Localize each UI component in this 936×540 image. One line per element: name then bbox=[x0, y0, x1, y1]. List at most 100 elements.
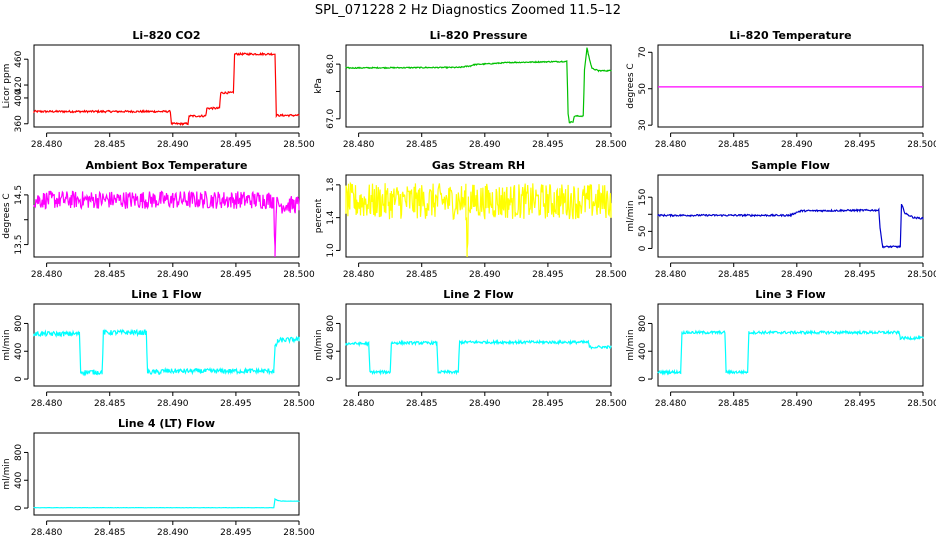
panel-title: Line 1 Flow bbox=[131, 288, 201, 301]
panel-title: Line 3 Flow bbox=[755, 288, 825, 301]
x-tick-label: 28.500 bbox=[595, 399, 627, 409]
panel-2: Li–820 Pressure kPa 28.480 28.485 28.490 28.4… bbox=[314, 29, 627, 150]
x-tick-label: 28.495 bbox=[844, 399, 876, 409]
y-tick-label: 420 bbox=[14, 76, 24, 93]
plot-frame bbox=[33, 174, 300, 258]
y-tick-label: 400 bbox=[14, 471, 24, 488]
x-tick-label: 28.490 bbox=[781, 399, 813, 409]
x-tick-label: 28.480 bbox=[655, 399, 687, 409]
x-tick-label: 28.495 bbox=[220, 528, 252, 538]
x-tick-label: 28.480 bbox=[31, 399, 63, 409]
x-tick-label: 28.485 bbox=[718, 399, 750, 409]
y-tick-label: 67.0 bbox=[326, 109, 336, 129]
plot-frame bbox=[657, 303, 924, 387]
x-tick-label: 28.485 bbox=[406, 399, 438, 409]
y-axis-label: ml/min bbox=[626, 329, 636, 360]
y-tick-label: 150 bbox=[638, 188, 648, 205]
plot-frame bbox=[33, 432, 300, 516]
x-tick-label: 28.495 bbox=[844, 270, 876, 280]
x-tick-label: 28.495 bbox=[220, 140, 252, 150]
x-tick-label: 28.500 bbox=[595, 140, 627, 150]
panel-title: Gas Stream RH bbox=[432, 159, 525, 172]
series-line bbox=[657, 203, 924, 249]
panel-1: Li–820 CO2 Licor ppm 28.480 28.485 28.490 28.… bbox=[2, 29, 315, 150]
x-tick-label: 28.495 bbox=[532, 270, 564, 280]
series-line bbox=[33, 51, 300, 127]
plot-frame bbox=[657, 44, 924, 128]
x-tick-label: 28.490 bbox=[157, 270, 189, 280]
y-tick-label: 0 bbox=[638, 245, 648, 251]
y-tick-label: 800 bbox=[638, 315, 648, 332]
panel-3: Li–820 Temperature degrees C 28.480 28.485 2… bbox=[626, 29, 936, 150]
x-tick-label: 28.500 bbox=[283, 270, 315, 280]
panel-4: Ambient Box Temperature degrees C 28.480 28… bbox=[2, 159, 315, 280]
y-tick-label: 800 bbox=[14, 315, 24, 332]
y-tick-label: 50 bbox=[638, 225, 648, 237]
panel-title: Li–820 Pressure bbox=[430, 29, 528, 42]
panel-title: Ambient Box Temperature bbox=[86, 159, 248, 172]
y-tick-label: 0 bbox=[14, 505, 24, 511]
y-axis-label: kPa bbox=[314, 78, 324, 94]
series-line bbox=[345, 181, 612, 258]
x-tick-label: 28.480 bbox=[343, 399, 375, 409]
y-tick-label: 13.5 bbox=[14, 235, 24, 255]
x-tick-label: 28.480 bbox=[31, 270, 63, 280]
y-tick-label: 800 bbox=[326, 315, 336, 332]
panel-title: Li–820 CO2 bbox=[132, 29, 200, 42]
x-tick-label: 28.490 bbox=[157, 528, 189, 538]
y-tick-label: 400 bbox=[14, 89, 24, 106]
y-tick-label: 50 bbox=[638, 83, 648, 95]
panel-title: Line 4 (LT) Flow bbox=[118, 417, 215, 430]
y-tick-label: 1.8 bbox=[326, 177, 336, 192]
x-tick-label: 28.490 bbox=[469, 270, 501, 280]
x-tick-label: 28.480 bbox=[343, 270, 375, 280]
panel-title: Li–820 Temperature bbox=[729, 29, 851, 42]
x-tick-label: 28.490 bbox=[781, 140, 813, 150]
y-tick-label: 70 bbox=[638, 46, 648, 58]
x-tick-label: 28.485 bbox=[94, 140, 126, 150]
series-line bbox=[345, 338, 612, 376]
x-tick-label: 28.495 bbox=[220, 399, 252, 409]
y-axis-label: ml/min bbox=[314, 329, 324, 360]
x-tick-label: 28.490 bbox=[781, 270, 813, 280]
x-tick-label: 28.490 bbox=[157, 399, 189, 409]
x-tick-label: 28.495 bbox=[532, 399, 564, 409]
y-tick-label: 68.0 bbox=[326, 54, 336, 74]
y-tick-label: 400 bbox=[638, 342, 648, 359]
x-tick-label: 28.500 bbox=[283, 528, 315, 538]
y-tick-label: 1.0 bbox=[326, 243, 336, 258]
y-tick-label: 14.5 bbox=[14, 185, 24, 205]
panel-10: Line 4 (LT) Flow ml/min 28.480 28.485 28.490… bbox=[2, 417, 315, 538]
x-tick-label: 28.485 bbox=[718, 270, 750, 280]
y-axis-label: degrees C bbox=[626, 63, 636, 108]
x-tick-label: 28.490 bbox=[469, 140, 501, 150]
x-tick-label: 28.485 bbox=[94, 528, 126, 538]
panel-title: Sample Flow bbox=[751, 159, 830, 172]
x-tick-label: 28.490 bbox=[469, 399, 501, 409]
y-axis-label: Licor ppm bbox=[2, 64, 12, 109]
plot-frame bbox=[345, 44, 612, 128]
x-tick-label: 28.485 bbox=[718, 140, 750, 150]
panel-6: Sample Flow ml/min 28.480 28.485 28.490 28.49… bbox=[626, 159, 936, 280]
y-axis-label: ml/min bbox=[2, 329, 12, 360]
y-axis-label: ml/min bbox=[2, 458, 12, 489]
panel-title: Line 2 Flow bbox=[443, 288, 513, 301]
y-tick-label: 400 bbox=[14, 342, 24, 359]
x-tick-label: 28.485 bbox=[406, 140, 438, 150]
y-tick-label: 360 bbox=[14, 115, 24, 132]
x-tick-label: 28.485 bbox=[94, 270, 126, 280]
series-line bbox=[33, 328, 300, 377]
y-tick-label: 30 bbox=[638, 119, 648, 131]
y-tick-label: 0 bbox=[326, 376, 336, 382]
y-tick-label: 800 bbox=[14, 444, 24, 461]
plot-frame bbox=[33, 44, 300, 128]
panel-5: Gas Stream RH percent 28.480 28.485 28.490 28… bbox=[314, 159, 627, 280]
x-tick-label: 28.485 bbox=[406, 270, 438, 280]
figure-title: SPL_071228 2 Hz Diagnostics Zoomed 11.5–… bbox=[314, 3, 622, 18]
x-tick-label: 28.495 bbox=[220, 270, 252, 280]
x-tick-label: 28.495 bbox=[532, 140, 564, 150]
y-axis-label: percent bbox=[314, 198, 324, 233]
series-line bbox=[33, 497, 300, 509]
